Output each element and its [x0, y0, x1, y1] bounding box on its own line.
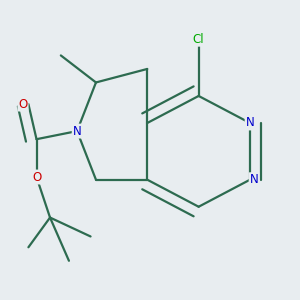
- Text: N: N: [73, 124, 81, 138]
- Text: Cl: Cl: [193, 33, 204, 46]
- Text: N: N: [250, 173, 258, 186]
- Text: N: N: [246, 116, 254, 130]
- Text: O: O: [32, 170, 41, 184]
- Text: O: O: [18, 98, 28, 111]
